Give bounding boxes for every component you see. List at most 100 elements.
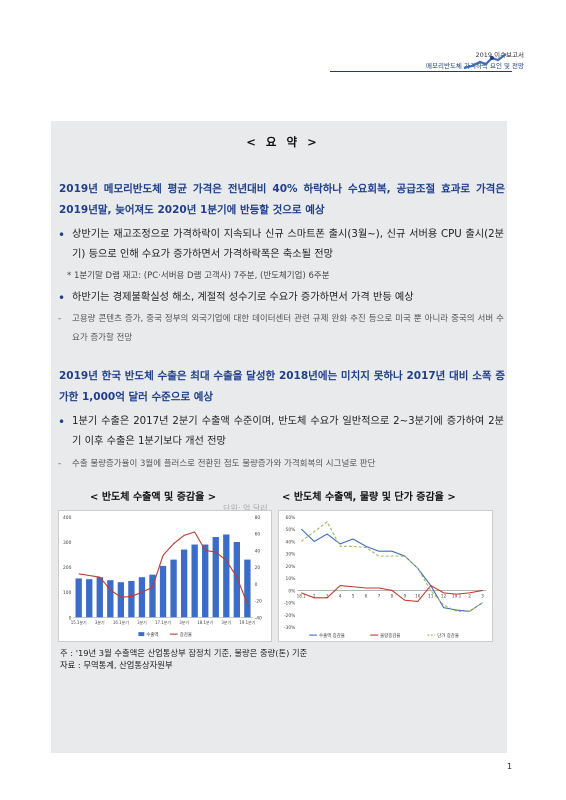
x-tick-label: 9 bbox=[404, 593, 407, 598]
bar bbox=[149, 574, 156, 618]
bar bbox=[128, 580, 135, 618]
section2-note: - 수출 물량증가율이 3월에 플러스로 전환된 점도 물량증가와 가격회복의 … bbox=[58, 455, 504, 474]
y-tick-label: -30% bbox=[284, 625, 295, 631]
y-right-tick-label: 20 bbox=[255, 565, 261, 571]
bar bbox=[191, 544, 198, 618]
page-title: < 요 약 > bbox=[246, 135, 320, 149]
x-tick-label: 19.1분기 bbox=[239, 620, 255, 625]
x-tick-label: 17.1분기 bbox=[155, 620, 171, 625]
bullet-icon: • bbox=[58, 291, 66, 305]
y-left-tick-label: 200 bbox=[63, 565, 72, 571]
bar bbox=[159, 565, 167, 618]
y-right-tick-label: -40 bbox=[255, 615, 262, 621]
y-left-tick-label: 300 bbox=[63, 540, 72, 546]
bar bbox=[170, 559, 177, 618]
x-tick-label: 11 bbox=[428, 593, 434, 598]
y-left-tick-label: 0 bbox=[69, 615, 72, 621]
x-tick-label: 4 bbox=[339, 593, 342, 598]
x-tick-label: 3 bbox=[326, 593, 329, 598]
section1-note: - 고용량 콘텐츠 증가, 중국 정부의 외국기업에 대한 데이터센터 관련 규… bbox=[58, 310, 504, 348]
x-tick-label: 2 bbox=[468, 593, 471, 598]
footnote-source: 자료 : 무역통계, 산업통상자원부 bbox=[60, 660, 173, 670]
bar bbox=[202, 544, 209, 618]
bullet-text: 하반기는 경제불확실성 해소, 계절적 성수기로 수요가 증가하면서 가격 반등… bbox=[72, 292, 414, 303]
y-right-tick-label: 0 bbox=[255, 582, 258, 588]
bar bbox=[138, 577, 146, 618]
y-right-tick-label: 80 bbox=[255, 515, 261, 521]
x-tick-label: 2 bbox=[313, 593, 316, 598]
x-tick-label: 3 bbox=[481, 593, 484, 598]
section2-headline: 2019년 한국 반도체 수출은 최대 수출을 달성한 2018년에는 미치지 … bbox=[59, 370, 505, 403]
x-tick-label: 8 bbox=[391, 593, 394, 598]
section2-bullet1: • 1분기 수출은 2017년 2분기 수출액 수준이며, 반도체 수요가 일반… bbox=[58, 412, 504, 452]
bar bbox=[117, 582, 125, 618]
y-left-tick-label: 100 bbox=[63, 590, 72, 596]
x-tick-label: 7 bbox=[378, 593, 381, 598]
bar bbox=[233, 542, 240, 618]
bullet-icon: • bbox=[58, 228, 66, 242]
x-tick-label: 15.1분기 bbox=[71, 620, 87, 625]
left-chart-title: < 반도체 수출액 및 증감율 > bbox=[90, 492, 217, 503]
bar bbox=[244, 559, 251, 618]
header-divider bbox=[330, 71, 512, 72]
x-tick-label: 16.1분기 bbox=[113, 620, 129, 625]
series-line bbox=[300, 528, 483, 612]
bullet-text: 상반기는 재고조정으로 가격하락이 지속되나 신규 스마트폰 출시(3월~), … bbox=[72, 229, 504, 260]
bar bbox=[180, 549, 188, 618]
bar bbox=[223, 534, 230, 618]
section1-bullet1: • 상반기는 재고조정으로 가격하락이 지속되나 신규 스마트폰 출시(3월~)… bbox=[58, 225, 504, 265]
x-tick-label: 3분기 bbox=[179, 620, 189, 625]
x-tick-label: 5 bbox=[352, 593, 355, 598]
bullet-text: 1분기 수출은 2017년 2분기 수출액 수준이며, 반도체 수요가 일반적으… bbox=[72, 416, 504, 447]
x-tick-label: 19.1 bbox=[452, 593, 462, 598]
legend-label: 단가 증감율 bbox=[437, 632, 459, 639]
y-tick-label: -20% bbox=[284, 613, 295, 619]
bar bbox=[107, 580, 114, 618]
section1-headline: 2019년 메모리반도체 평균 가격은 전년대비 40% 하락하나 수요회복, … bbox=[59, 183, 505, 216]
x-tick-label: 18.1 bbox=[297, 593, 307, 598]
y-tick-label: 20% bbox=[286, 564, 296, 570]
note-text: 수출 물량증가율이 3월에 플러스로 전환된 점도 물량증가와 가격회복의 시그… bbox=[72, 459, 376, 469]
bar bbox=[86, 579, 93, 618]
trend-logo-icon bbox=[463, 53, 507, 70]
dash-icon: - bbox=[58, 459, 62, 469]
legend-swatch-bar bbox=[138, 632, 145, 637]
right-chart-title: < 반도체 수출액, 물량 및 단가 증감율 > bbox=[282, 492, 456, 503]
bar bbox=[212, 537, 219, 618]
y-tick-label: 50% bbox=[286, 527, 296, 533]
legend-label: 물량증감율 bbox=[380, 632, 400, 639]
legend-label: 증감율 bbox=[180, 631, 192, 638]
footnote-note: 주 : '19년 3월 수출액은 산업통상부 잠정치 기준, 물량은 중량(톤)… bbox=[60, 648, 308, 658]
growth-rate-line bbox=[78, 531, 248, 605]
summary-panel bbox=[51, 121, 507, 753]
y-tick-label: 40% bbox=[286, 539, 296, 545]
x-tick-label: 3분기 bbox=[95, 620, 105, 625]
export-value-chart: 0 100 200 300 400 -40 -20 0 20 40 60 80 15.1분기 3분기 16.… bbox=[58, 510, 272, 642]
x-tick-label: 18.1분기 bbox=[197, 620, 213, 625]
growth-rate-chart: -30% -20% -10% 0% 10% 20% 30% 40% 50% 60% 18.1 2 3 4 5… bbox=[278, 510, 493, 642]
dash-icon: - bbox=[58, 314, 62, 324]
y-right-tick-label: -20 bbox=[255, 599, 262, 605]
report-subtitle: 메모리반도체 가격하락 요인 및 전망 bbox=[426, 62, 524, 70]
bar bbox=[75, 578, 82, 618]
report-series-label: 2019 이슈보고서 bbox=[475, 51, 524, 59]
x-tick-label: 10 bbox=[415, 593, 421, 598]
note-text: 고용량 콘텐츠 증가, 중국 정부의 외국기업에 대한 데이터센터 관련 규제 … bbox=[72, 314, 504, 343]
series-line bbox=[300, 520, 483, 612]
bullet-icon: • bbox=[58, 415, 66, 429]
x-tick-label: 3분기 bbox=[137, 620, 147, 625]
x-tick-label: 6 bbox=[365, 593, 368, 598]
y-tick-label: -10% bbox=[284, 601, 295, 607]
section1-bullet2: • 하반기는 경제불확실성 해소, 계절적 성수기로 수요가 증가하면서 가격 … bbox=[58, 288, 504, 308]
y-left-tick-label: 400 bbox=[63, 515, 72, 521]
y-right-tick-label: 60 bbox=[255, 532, 261, 538]
y-tick-label: 0% bbox=[288, 588, 295, 594]
y-tick-label: 10% bbox=[286, 576, 296, 582]
x-tick-label: 3분기 bbox=[221, 620, 231, 625]
section1-star-note: * 1분기말 D램 재고: (PC·서버용 D램 고객사) 7주분, (반도체기… bbox=[67, 271, 330, 281]
bar bbox=[96, 577, 103, 618]
x-tick-label: 12 bbox=[441, 593, 447, 598]
y-tick-label: 30% bbox=[286, 552, 296, 558]
series-line bbox=[301, 584, 483, 603]
page-number: 1 bbox=[507, 762, 513, 771]
